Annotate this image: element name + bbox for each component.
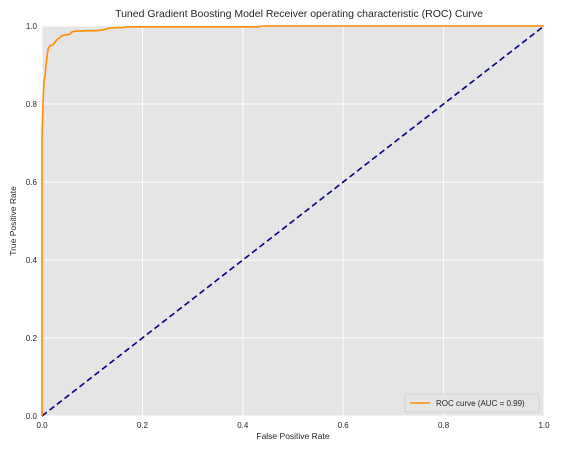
x-axis-label: False Positive Rate — [256, 431, 329, 441]
chart-title: Tuned Gradient Boosting Model Receiver o… — [115, 8, 483, 20]
x-tick-label: 0.6 — [338, 421, 350, 430]
x-tick-label: 1.0 — [538, 421, 550, 430]
legend: ROC curve (AUC = 0.99) — [405, 394, 539, 412]
x-tick-label: 0.8 — [438, 421, 450, 430]
y-tick-label: 0.8 — [26, 100, 38, 109]
y-tick-label: 0.4 — [26, 256, 38, 265]
y-axis-label: True Positive Rate — [8, 186, 18, 256]
y-tick-label: 0.6 — [26, 178, 38, 187]
y-tick-label: 0.0 — [26, 412, 38, 421]
y-tick-labels: 0.0 0.2 0.4 0.6 0.8 1.0 — [26, 22, 38, 421]
x-tick-label: 0.0 — [36, 421, 48, 430]
x-tick-labels: 0.0 0.2 0.4 0.6 0.8 1.0 — [36, 421, 550, 430]
x-tick-label: 0.4 — [237, 421, 249, 430]
x-tick-label: 0.2 — [137, 421, 149, 430]
y-tick-label: 1.0 — [26, 22, 38, 31]
y-tick-label: 0.2 — [26, 334, 38, 343]
legend-label-roc-curve: ROC curve (AUC = 0.99) — [436, 399, 525, 408]
